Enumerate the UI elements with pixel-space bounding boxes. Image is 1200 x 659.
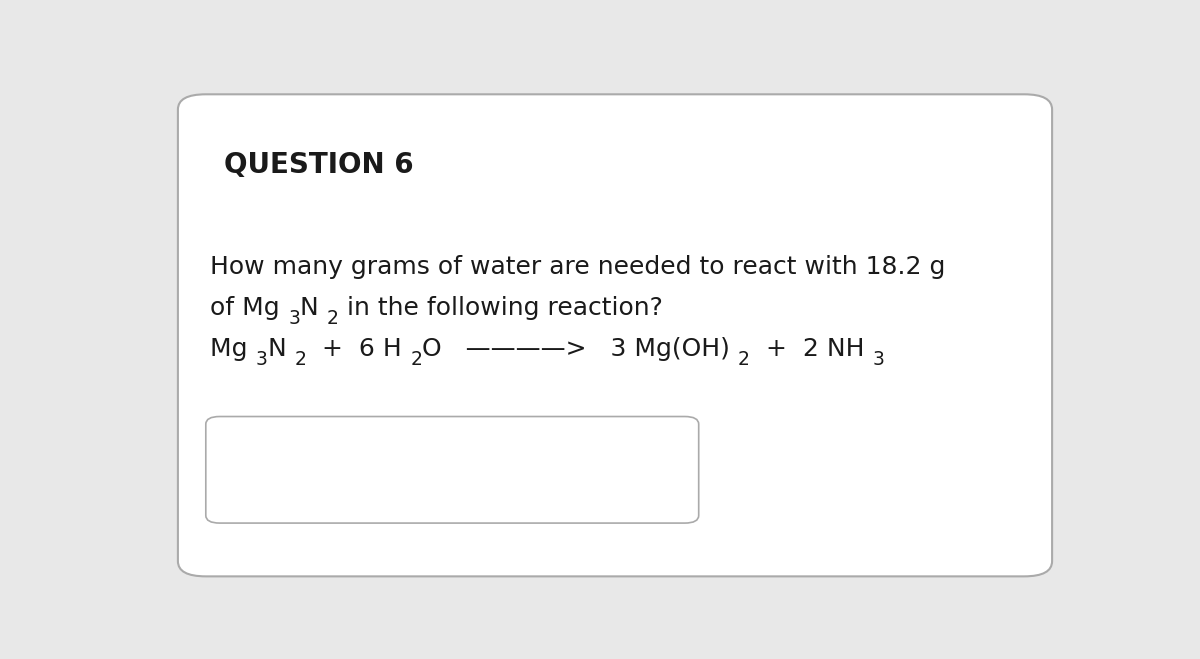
Text: N: N <box>268 337 294 360</box>
Text: +  6 H: + 6 H <box>306 337 410 360</box>
Text: 3: 3 <box>256 350 268 369</box>
FancyBboxPatch shape <box>206 416 698 523</box>
Text: Mg: Mg <box>210 337 256 360</box>
Text: of Mg: of Mg <box>210 296 288 320</box>
Text: 3: 3 <box>288 309 300 328</box>
Text: O   ————>   3 Mg(OH): O ————> 3 Mg(OH) <box>422 337 738 360</box>
Text: N: N <box>300 296 326 320</box>
Text: 2: 2 <box>294 350 306 369</box>
Text: 2: 2 <box>738 350 750 369</box>
Text: +  2 NH: + 2 NH <box>750 337 872 360</box>
Text: in the following reaction?: in the following reaction? <box>338 296 662 320</box>
Text: 2: 2 <box>326 309 338 328</box>
Text: How many grams of water are needed to react with 18.2 g: How many grams of water are needed to re… <box>210 256 946 279</box>
Text: QUESTION 6: QUESTION 6 <box>224 152 414 179</box>
Text: 3: 3 <box>872 350 884 369</box>
FancyBboxPatch shape <box>178 94 1052 577</box>
Text: 2: 2 <box>410 350 422 369</box>
